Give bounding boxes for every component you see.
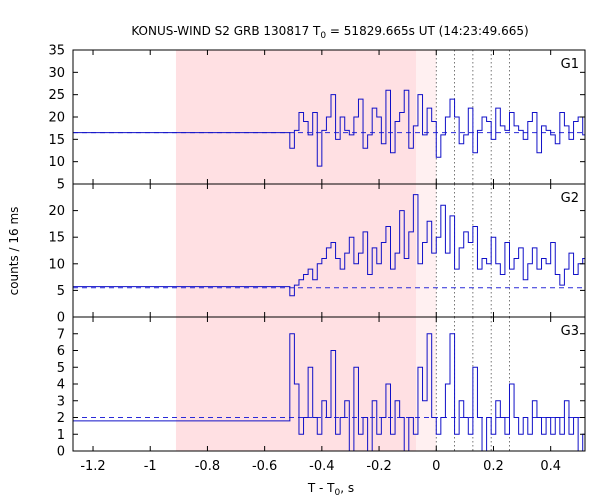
y-tick-label: 25 [48,88,65,103]
y-tick-label: 2 [57,411,65,426]
x-tick-label: 0.2 [483,459,504,474]
x-tick-label: -1.2 [80,459,105,474]
light-shaded-region [416,317,437,451]
y-tick-label: 5 [57,284,65,299]
light-curve-g3 [73,333,585,451]
y-tick-label: 35 [48,44,65,59]
y-tick-label: 20 [48,111,65,126]
x-tick-label: -0.2 [366,459,391,474]
x-tick-label: -0.4 [309,459,334,474]
y-tick-label: 1 [57,428,65,443]
y-tick-label: 0 [57,311,65,326]
x-axis-label: T - T0, s [307,481,354,498]
x-tick-label: 0.4 [540,459,561,474]
y-tick-label: 5 [57,178,65,193]
x-tick-label: -1 [144,459,157,474]
shaded-region [175,50,417,184]
y-tick-label: 7 [57,327,65,342]
panel-g2: 0 5 10 15 20 G2 [48,183,586,326]
panel-g3: 0 1 2 34 5 6 7 G3 [57,316,586,460]
chart-title: KONUS-WIND S2 GRB 130817 T0 = 51829.665s… [131,24,528,41]
light-curve-g1 [73,89,585,167]
y-tick-label: 30 [48,66,65,81]
x-tick-label: 0 [432,459,440,474]
x-tick-label: -0.8 [195,459,220,474]
y-tick-label: 6 [57,344,65,359]
y-tick-label: 15 [48,133,65,148]
panel-label: G3 [561,324,579,339]
y-tick-label: 20 [48,204,65,219]
y-axis-label: counts / 16 ms [7,207,21,296]
panel-label: G2 [561,191,579,206]
y-tick-label: 3 [57,394,65,409]
y-tick-label: 5 [57,361,65,376]
panel-label: G1 [561,57,579,72]
y-tick-label: 0 [57,445,65,460]
light-curve-g2 [73,194,585,297]
light-shaded-region [416,50,437,184]
shaded-region [175,184,417,317]
x-tick-label: -0.6 [252,459,277,474]
light-shaded-region [416,184,437,317]
panels-group: 5 10 15 20 25 30 35 G1 0 5 10 15 20 G2 0 1 2 34 5 6 7 G3 [48,44,586,460]
y-tick-label: 15 [48,231,65,246]
x-ticks-group: -1.2 -1 -0.8 -0.6 -0.4 -0.2 0 0.2 0.4 [80,459,561,474]
y-tick-label: 10 [48,257,65,272]
y-tick-label: 10 [48,155,65,170]
y-tick-label: 4 [57,378,65,393]
panel-g1: 5 10 15 20 25 30 35 G1 [48,44,586,193]
